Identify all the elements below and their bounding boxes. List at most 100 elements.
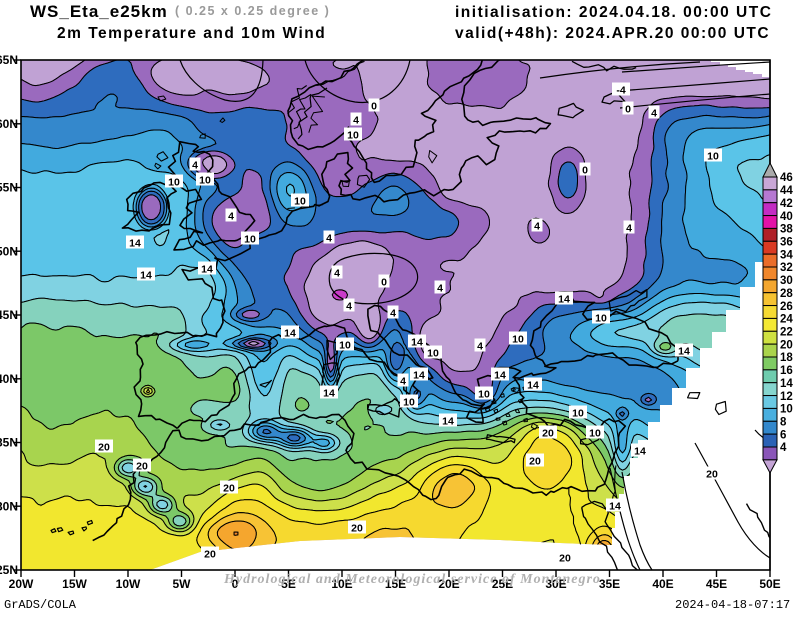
svg-text:5W: 5W xyxy=(173,577,192,591)
svg-text:20: 20 xyxy=(542,428,554,440)
svg-text:14: 14 xyxy=(634,446,646,458)
svg-text:Hydrological and Meteorologica: Hydrological and Meteorological service … xyxy=(223,572,601,587)
svg-text:25N: 25N xyxy=(0,563,18,577)
svg-text:36: 36 xyxy=(780,237,793,249)
svg-text:-4: -4 xyxy=(616,85,625,97)
svg-text:4: 4 xyxy=(780,442,787,454)
svg-text:4: 4 xyxy=(353,115,359,127)
svg-text:45E: 45E xyxy=(706,577,727,591)
svg-text:30E: 30E xyxy=(545,577,566,591)
svg-text:6: 6 xyxy=(780,429,786,441)
svg-text:20W: 20W xyxy=(9,577,34,591)
svg-text:4: 4 xyxy=(534,221,540,233)
svg-text:14: 14 xyxy=(411,337,423,349)
svg-text:40N: 40N xyxy=(0,372,18,386)
svg-text:14: 14 xyxy=(442,416,454,428)
svg-text:( 0.25 x 0.25 degree ): ( 0.25 x 0.25 degree ) xyxy=(175,4,330,18)
svg-text:0: 0 xyxy=(381,277,387,289)
svg-text:4: 4 xyxy=(626,223,632,235)
svg-text:26: 26 xyxy=(780,301,793,313)
svg-text:50N: 50N xyxy=(0,244,18,258)
svg-text:40E: 40E xyxy=(652,577,673,591)
svg-text:34: 34 xyxy=(780,249,793,261)
svg-text:14: 14 xyxy=(323,388,335,400)
svg-text:46: 46 xyxy=(780,172,793,184)
svg-text:4: 4 xyxy=(228,211,234,223)
svg-text:32: 32 xyxy=(780,262,793,274)
svg-text:14: 14 xyxy=(780,378,793,390)
svg-text:44: 44 xyxy=(780,185,793,197)
svg-text:55N: 55N xyxy=(0,181,18,195)
svg-text:14: 14 xyxy=(284,328,296,340)
svg-text:4: 4 xyxy=(651,108,657,120)
svg-text:valid(+48h): 2024.APR.20 00:00: valid(+48h): 2024.APR.20 00:00 UTC xyxy=(455,25,770,42)
svg-text:14: 14 xyxy=(494,370,506,382)
svg-text:15W: 15W xyxy=(62,577,87,591)
svg-text:8: 8 xyxy=(780,417,787,429)
svg-text:4: 4 xyxy=(437,283,443,295)
svg-text:5E: 5E xyxy=(281,577,296,591)
svg-text:20: 20 xyxy=(529,456,541,468)
svg-text:25E: 25E xyxy=(492,577,513,591)
svg-text:20: 20 xyxy=(351,523,363,535)
svg-text:20: 20 xyxy=(706,469,718,481)
svg-text:10: 10 xyxy=(589,428,601,440)
svg-text:14: 14 xyxy=(413,370,425,382)
svg-text:10: 10 xyxy=(478,389,490,401)
svg-text:10: 10 xyxy=(403,397,415,409)
svg-text:14: 14 xyxy=(527,380,539,392)
svg-text:0: 0 xyxy=(625,104,631,116)
svg-text:10: 10 xyxy=(168,177,180,189)
svg-text:14: 14 xyxy=(609,501,621,513)
svg-text:0: 0 xyxy=(232,577,239,591)
svg-text:12: 12 xyxy=(780,391,793,403)
svg-text:16: 16 xyxy=(780,365,793,377)
svg-text:18: 18 xyxy=(780,352,793,364)
svg-text:10: 10 xyxy=(572,408,584,420)
svg-text:14: 14 xyxy=(201,264,213,276)
svg-text:10E: 10E xyxy=(331,577,352,591)
svg-text:10: 10 xyxy=(595,313,607,325)
svg-text:4: 4 xyxy=(346,301,352,313)
svg-text:38: 38 xyxy=(780,224,793,236)
svg-text:20E: 20E xyxy=(438,577,459,591)
svg-text:45N: 45N xyxy=(0,308,18,322)
svg-text:24: 24 xyxy=(780,314,793,326)
svg-text:20: 20 xyxy=(780,339,793,351)
svg-text:40: 40 xyxy=(780,211,793,223)
svg-text:20: 20 xyxy=(559,553,571,565)
svg-text:0: 0 xyxy=(371,101,377,113)
svg-text:28: 28 xyxy=(780,288,793,300)
svg-text:10: 10 xyxy=(512,334,524,346)
svg-text:10: 10 xyxy=(199,175,211,187)
svg-text:initialisation: 2024.04.18. 00: initialisation: 2024.04.18. 00:00 UTC xyxy=(455,4,772,21)
svg-text:65N: 65N xyxy=(0,53,18,67)
svg-text:4: 4 xyxy=(192,160,198,172)
svg-text:10: 10 xyxy=(294,196,306,208)
svg-text:22: 22 xyxy=(780,327,793,339)
svg-text:10: 10 xyxy=(707,151,719,163)
svg-text:15E: 15E xyxy=(385,577,406,591)
svg-text:35E: 35E xyxy=(599,577,620,591)
svg-text:30N: 30N xyxy=(0,499,18,513)
svg-text:GrADS/COLA: GrADS/COLA xyxy=(4,598,77,612)
svg-text:4: 4 xyxy=(400,376,406,388)
svg-text:20: 20 xyxy=(136,461,148,473)
svg-text:35N: 35N xyxy=(0,436,18,450)
svg-text:20: 20 xyxy=(204,549,216,561)
svg-text:10: 10 xyxy=(427,348,439,360)
svg-text:4: 4 xyxy=(334,268,340,280)
svg-text:14: 14 xyxy=(140,270,152,282)
svg-text:4: 4 xyxy=(477,341,483,353)
svg-text:10: 10 xyxy=(347,130,359,142)
svg-text:2m Temperature and 10m Wind: 2m Temperature and 10m Wind xyxy=(57,25,326,42)
svg-text:2024-04-18-07:17: 2024-04-18-07:17 xyxy=(675,598,790,612)
svg-text:10W: 10W xyxy=(116,577,141,591)
svg-text:10: 10 xyxy=(780,404,793,416)
svg-text:42: 42 xyxy=(780,198,793,210)
svg-text:4: 4 xyxy=(326,233,332,245)
svg-text:10: 10 xyxy=(339,340,351,352)
svg-text:14: 14 xyxy=(558,294,570,306)
svg-text:60N: 60N xyxy=(0,117,18,131)
svg-text:20: 20 xyxy=(98,442,110,454)
